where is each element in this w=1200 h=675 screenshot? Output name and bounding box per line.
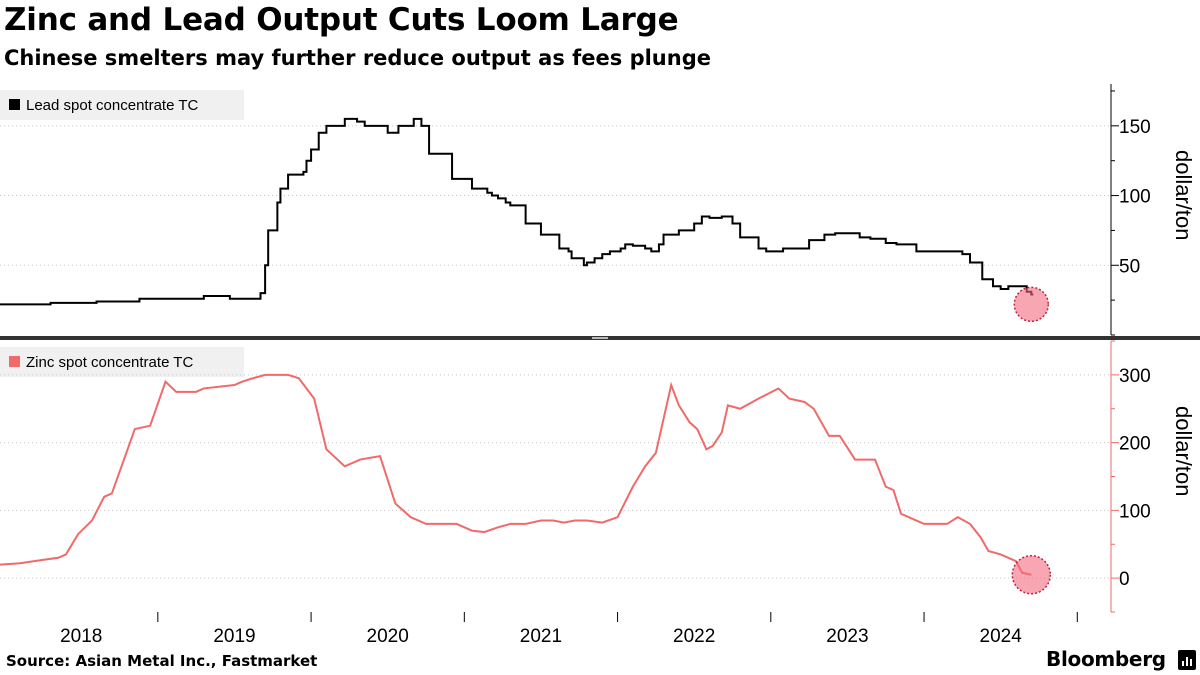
zinc-y-axis-label: dollar/ton: [1171, 406, 1196, 497]
chart-subtitle: Chinese smelters may further reduce outp…: [4, 46, 711, 70]
panel-divider-handle: [592, 337, 608, 339]
x-tick-label: 2023: [826, 626, 868, 645]
zinc-legend-box: [0, 347, 244, 377]
y-tick-label: 100: [1119, 501, 1151, 522]
x-tick-label: 2021: [520, 626, 562, 645]
x-tick-label: 2018: [60, 626, 102, 645]
x-axis: 2018 2019 2020 2021 2022 2023 2024: [60, 612, 1078, 645]
lead-legend-swatch: [9, 99, 20, 110]
zinc-series-line: [0, 373, 1032, 576]
x-tick-label: 2022: [673, 626, 715, 645]
lead-y-ticks: 50 100 150: [1111, 90, 1151, 336]
zinc-latest-highlight: [1011, 554, 1052, 595]
zinc-legend-label: Zinc spot concentrate TC: [26, 354, 193, 371]
zinc-gridlines: [0, 374, 1111, 579]
chart-title: Zinc and Lead Output Cuts Loom Large: [4, 2, 679, 38]
zinc-panel: Zinc spot concentrate TC 0 100 200 300 doll…: [0, 340, 1196, 613]
zinc-legend-swatch: [9, 356, 20, 367]
y-tick-label: 50: [1119, 256, 1140, 277]
x-tick-label: 2024: [980, 626, 1023, 645]
lead-latest-highlight: [1013, 286, 1050, 323]
zinc-y-ticks: 0 100 200 300: [1111, 340, 1151, 613]
y-tick-label: 0: [1119, 569, 1130, 590]
y-tick-label: 100: [1119, 187, 1151, 208]
lead-legend-label: Lead spot concentrate TC: [26, 97, 198, 114]
lead-gridlines: [0, 125, 1111, 266]
bloomberg-logo: Bloomberg: [1046, 647, 1166, 671]
lead-legend-box: [0, 90, 244, 120]
lead-panel: Lead spot concentrate TC 50 100 150 dollar…: [0, 84, 1196, 336]
y-tick-label: 200: [1119, 434, 1151, 455]
y-tick-label: 300: [1119, 366, 1151, 387]
y-tick-label: 150: [1119, 117, 1151, 138]
x-tick-label: 2020: [367, 626, 409, 645]
source-note: Source: Asian Metal Inc., Fastmarket: [6, 652, 318, 670]
x-tick-label: 2019: [213, 626, 255, 645]
chart-area: Lead spot concentrate TC 50 100 150 dollar…: [0, 84, 1200, 645]
lead-y-axis-label: dollar/ton: [1171, 150, 1196, 241]
lead-series-line: [0, 117, 1034, 306]
bloomberg-chart-icon: [1178, 650, 1196, 670]
